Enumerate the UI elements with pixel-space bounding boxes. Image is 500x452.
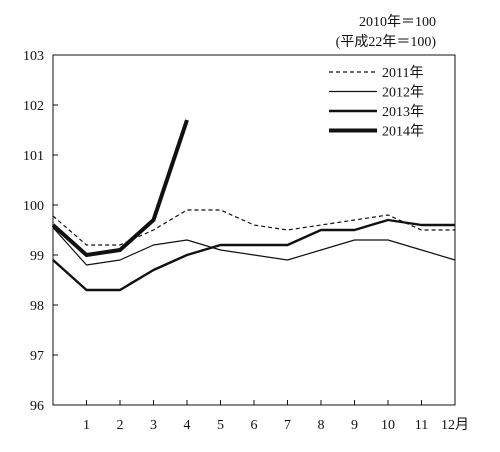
x-tick-label: 2 <box>117 418 124 433</box>
y-tick-label: 97 <box>30 349 44 364</box>
y-tick-label: 99 <box>30 249 44 264</box>
x-tick-label: 11 <box>415 418 428 433</box>
y-tick-label: 98 <box>30 299 44 314</box>
legend-label: 2012年 <box>382 85 424 101</box>
x-tick-label: 4 <box>184 418 191 433</box>
x-tick-label: 5 <box>217 418 224 433</box>
y-tick-label: 103 <box>23 49 44 64</box>
series-line-2 <box>52 227 456 266</box>
x-tick-label: 7 <box>284 418 291 433</box>
y-tick-label: 100 <box>23 199 44 214</box>
x-tick-label: 1 <box>83 418 90 433</box>
x-tick-label: 8 <box>318 418 325 433</box>
base-year-note: 2010年＝100 <box>359 14 436 30</box>
y-tick-label: 96 <box>30 399 44 414</box>
base-year-note-sub: (平成22年＝100) <box>336 34 437 50</box>
x-tick-label: 9 <box>351 418 358 433</box>
x-tick-label: 3 <box>150 418 157 433</box>
series-line-4 <box>51 119 189 257</box>
series-line-3 <box>52 218 455 292</box>
legend-label: 2014年 <box>382 124 424 140</box>
x-tick-label: 6 <box>251 418 258 433</box>
legend-label: 2013年 <box>382 104 424 120</box>
y-tick-label: 102 <box>23 99 44 114</box>
x-tick-label: 12月 <box>441 417 469 433</box>
x-tick-label: 10 <box>381 418 395 433</box>
series-line-1 <box>52 209 455 246</box>
legend-label: 2011年 <box>382 65 423 81</box>
y-tick-label: 101 <box>23 149 44 164</box>
